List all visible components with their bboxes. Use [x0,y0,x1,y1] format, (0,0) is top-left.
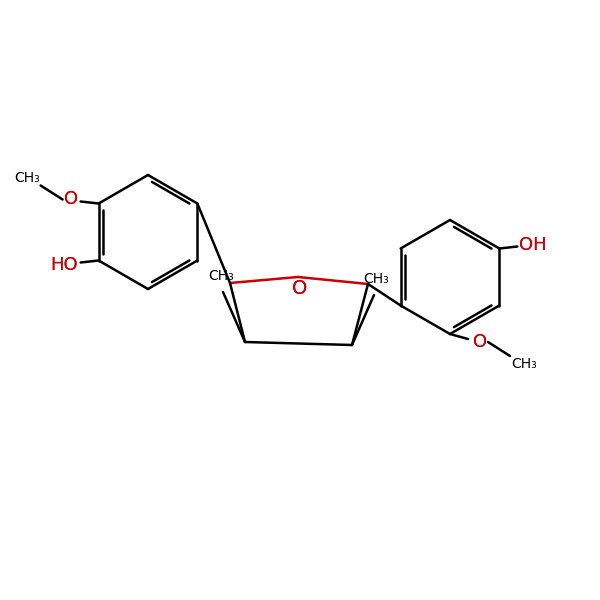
Bar [521,236,544,253]
Text: O: O [292,280,308,298]
Text: O: O [473,333,487,351]
Bar [473,334,487,350]
Bar [50,257,77,274]
Text: O: O [292,280,308,298]
Text: CH₃: CH₃ [511,357,537,371]
Text: OH: OH [518,235,546,253]
Text: CH₃: CH₃ [208,269,234,283]
Text: HO: HO [50,257,77,275]
Text: CH₃: CH₃ [14,170,40,185]
Text: O: O [64,191,77,208]
Text: OH: OH [518,235,546,253]
Bar [64,191,77,208]
Text: O: O [473,333,487,351]
Text: CH₃: CH₃ [363,272,389,286]
Text: HO: HO [50,257,77,275]
Bar [292,281,308,297]
Text: O: O [64,191,77,208]
